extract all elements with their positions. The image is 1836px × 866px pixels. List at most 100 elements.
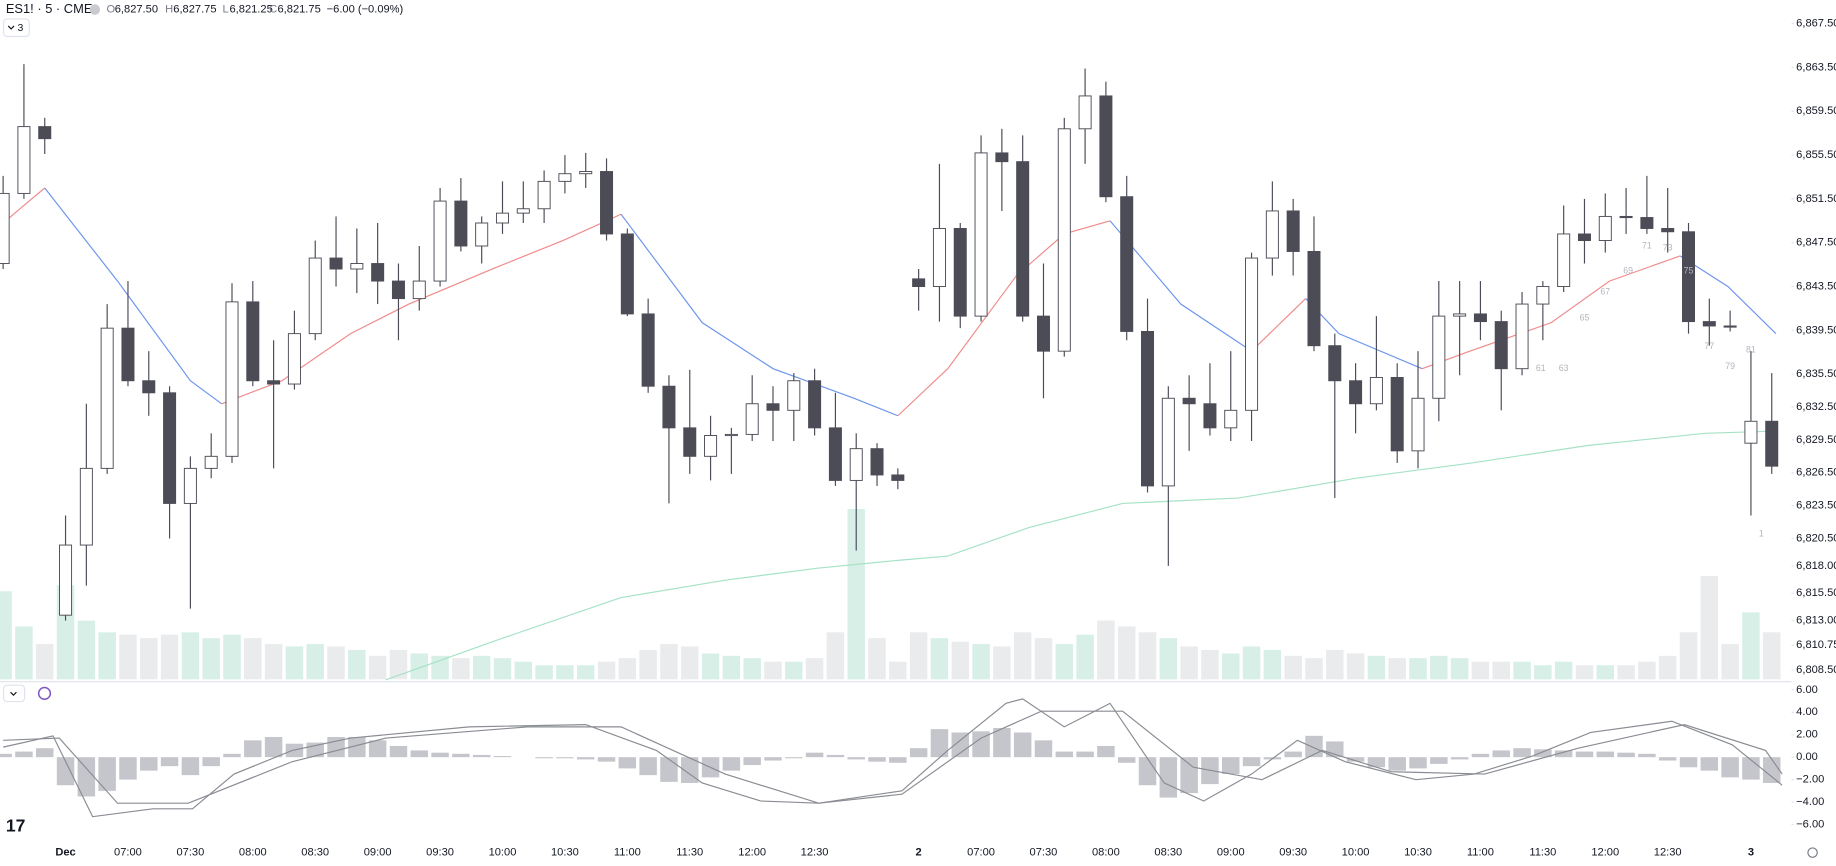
histogram-bar	[1367, 757, 1386, 768]
ohlc-key: L	[222, 3, 228, 15]
y-tick-label: 6,851.50	[1796, 193, 1836, 205]
histogram-bar	[1346, 757, 1365, 762]
candle-body	[433, 200, 447, 282]
candle-body	[0, 192, 10, 265]
y-tick-label: 0.00	[1796, 751, 1818, 763]
volume-bar	[1450, 658, 1469, 680]
histogram-bar	[618, 757, 637, 769]
histogram-bar	[56, 757, 75, 786]
candle-body	[870, 448, 884, 476]
volume-bar	[223, 634, 241, 680]
y-tick-label: 6,843.50	[1796, 280, 1836, 292]
histogram-bar	[639, 757, 657, 776]
bar-count-label: 77	[1704, 341, 1714, 351]
chevron	[7, 25, 15, 30]
moving-average	[221, 213, 622, 405]
candle-body	[1619, 215, 1633, 219]
volume-bar	[660, 644, 678, 680]
x-tick-label: 12:00	[1591, 847, 1619, 859]
volume-bar	[1367, 655, 1386, 680]
candle-body	[1744, 420, 1758, 444]
volume-bar	[618, 658, 637, 680]
histogram-bar	[1117, 757, 1136, 763]
volume-bar	[431, 655, 449, 680]
candle-body	[537, 180, 551, 210]
candle-body	[1328, 345, 1342, 382]
volume-bar	[764, 661, 782, 680]
histogram-bar	[1409, 757, 1427, 769]
volume-bar	[368, 655, 387, 680]
toggle-button[interactable]	[2, 18, 30, 38]
y-tick-label: 6,813.00	[1796, 615, 1836, 627]
volume-bar	[1409, 658, 1427, 680]
volume-bar	[0, 591, 12, 680]
x-tick-label: 07:00	[114, 847, 142, 859]
candle-body	[745, 403, 759, 435]
y-tick-label: 6,859.50	[1796, 105, 1836, 117]
x-tick-label: 3	[1748, 847, 1754, 859]
histogram-bar	[764, 757, 782, 761]
candle-body	[620, 233, 634, 315]
volume-bar	[410, 653, 429, 680]
candle-body	[267, 380, 281, 385]
x-tick-label: 08:30	[1154, 847, 1182, 859]
pane-toggle[interactable]	[2, 684, 26, 703]
histogram-bar	[972, 731, 990, 758]
volume-bar	[285, 646, 304, 680]
volume-bar	[993, 646, 1011, 680]
candle-body	[1120, 196, 1134, 332]
candle-body	[953, 228, 967, 317]
moving-average	[385, 430, 1776, 681]
histogram-bar	[660, 757, 678, 782]
settings-icon[interactable]	[1807, 847, 1818, 858]
y-tick-label: 6,823.50	[1796, 500, 1836, 512]
histogram-bar	[1513, 748, 1531, 758]
x-tick-label: 11:30	[676, 847, 703, 859]
y-tick-label: 6,832.50	[1796, 401, 1836, 413]
histogram-bar	[1596, 751, 1615, 758]
candle-body	[412, 280, 426, 300]
candle-body	[1640, 217, 1654, 229]
candle-body	[1515, 303, 1529, 370]
histogram-bar	[597, 757, 616, 762]
histogram-bar	[1222, 757, 1240, 775]
volume-bar	[1617, 665, 1635, 680]
macd-line	[3, 698, 1783, 818]
moving-average	[2, 187, 46, 224]
histogram-bar	[35, 748, 54, 758]
histogram-bar	[826, 754, 845, 758]
volume-bar	[639, 649, 657, 680]
histogram-bar	[1534, 749, 1552, 758]
volume-bar	[868, 638, 886, 680]
histogram-bar	[368, 740, 387, 758]
bar-count-label: 73	[1663, 243, 1673, 253]
y-tick-label: 6,820.50	[1796, 532, 1836, 544]
candle-body	[495, 212, 509, 224]
histogram-bar	[1762, 757, 1781, 783]
histogram-bar	[1159, 757, 1178, 798]
x-tick-label: 12:00	[738, 847, 766, 859]
histogram-bar	[98, 757, 116, 791]
volume-bar	[1679, 632, 1698, 680]
x-tick-label: 09:30	[1279, 847, 1307, 859]
histogram-bar	[1076, 751, 1094, 758]
bar-count-label: 63	[1559, 363, 1569, 373]
moving-average	[44, 187, 223, 405]
histogram-bar	[119, 757, 137, 780]
histogram-bar	[223, 753, 241, 758]
candle-body	[516, 208, 530, 214]
sync-icon[interactable]	[37, 686, 52, 700]
volume-bar	[1554, 661, 1573, 680]
x-tick-label: 08:00	[239, 847, 267, 859]
histogram-bar	[1575, 751, 1594, 758]
indicator-toggle[interactable]: 3	[2, 18, 30, 38]
histogram-bar	[160, 757, 179, 767]
volume-bar	[264, 644, 283, 680]
volume-bar	[1034, 638, 1053, 680]
volume-bar	[972, 644, 990, 680]
bar-count-label: 61	[1536, 363, 1546, 373]
ohlc-value: 6,827.50	[115, 3, 158, 15]
candle-body	[329, 257, 343, 270]
volume-bar	[722, 655, 741, 680]
